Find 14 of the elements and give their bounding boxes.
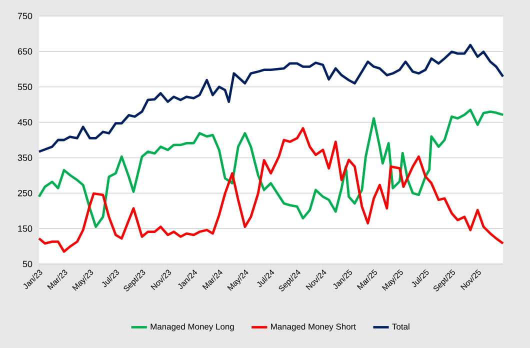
- y-tick-label: 250: [18, 190, 32, 196]
- y-tick-label: 150: [18, 225, 32, 232]
- legend-label: Managed Money Short: [271, 323, 356, 332]
- y-tick-label: 550: [18, 84, 32, 90]
- line-series: [38, 108, 504, 228]
- y-tick-label: 450: [18, 119, 32, 126]
- y-tick-label: 650: [18, 48, 32, 55]
- legend-label: Managed Money Long: [150, 323, 234, 332]
- line-series: [38, 44, 504, 153]
- y-tick-label: 750: [18, 12, 32, 20]
- y-tick-label: 350: [18, 154, 32, 161]
- line-series: [38, 127, 504, 253]
- legend-label: Total: [392, 323, 410, 330]
- y-tick-label: 50: [22, 260, 32, 268]
